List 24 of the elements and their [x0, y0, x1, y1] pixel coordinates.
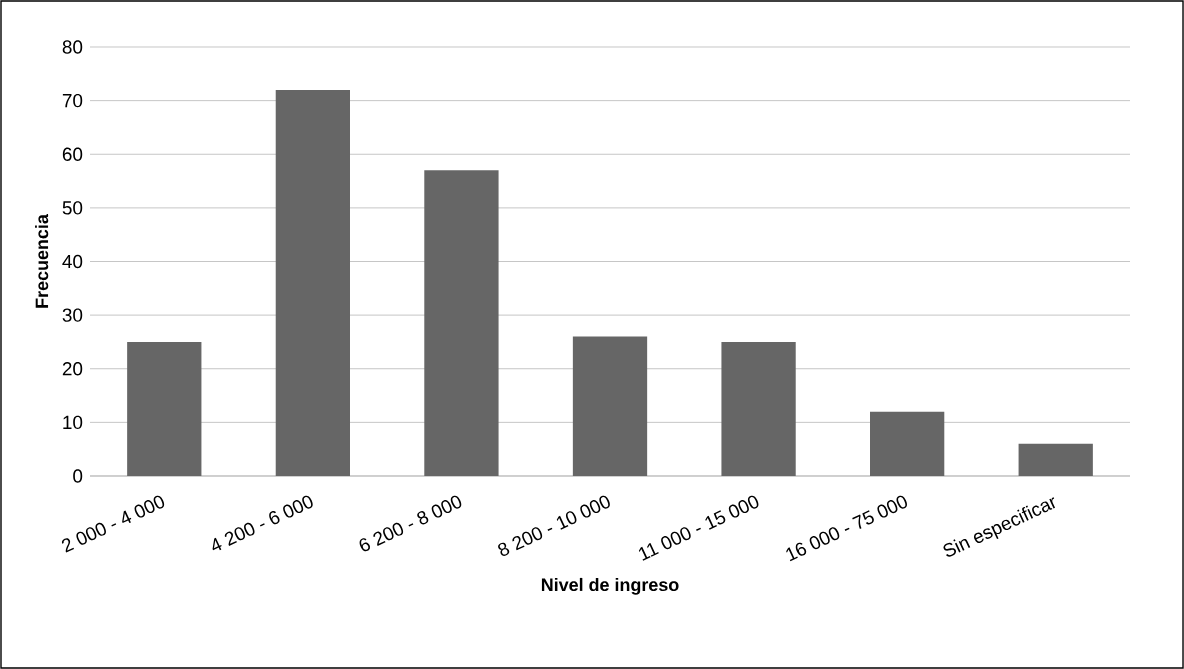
bar — [275, 89, 350, 476]
bar — [424, 170, 499, 476]
bar — [1018, 443, 1093, 476]
bar — [870, 411, 945, 476]
bar — [721, 341, 796, 476]
x-tick-label: 6 200 - 8 000 — [359, 495, 462, 552]
y-tick-label: 10 — [63, 415, 83, 430]
y-tick-label: 20 — [62, 362, 83, 376]
y-axis-title: Frecuencia — [35, 214, 49, 308]
y-tick-label: 30 — [62, 308, 83, 322]
y-tick-label: 50 — [62, 201, 83, 215]
x-axis-title: Nivel de ingreso — [541, 577, 679, 595]
bar — [127, 341, 202, 476]
x-tick-label: 11 000 - 15 000 — [638, 495, 759, 561]
x-tick-label: 2 000 - 4 000 — [61, 495, 165, 553]
bar — [572, 336, 648, 476]
y-tick-label: 40 — [62, 254, 83, 269]
y-tick-label: 70 — [62, 93, 83, 108]
x-tick-label: 8 200 - 10 000 — [498, 495, 610, 556]
y-tick-label: 60 — [62, 147, 83, 161]
x-tick-label: 4 200 - 6 000 — [212, 495, 313, 551]
y-tick-label: 0 — [73, 469, 83, 483]
x-tick-label: 16 000 - 75 000 — [786, 495, 907, 562]
y-tick-label: 80 — [62, 40, 83, 54]
